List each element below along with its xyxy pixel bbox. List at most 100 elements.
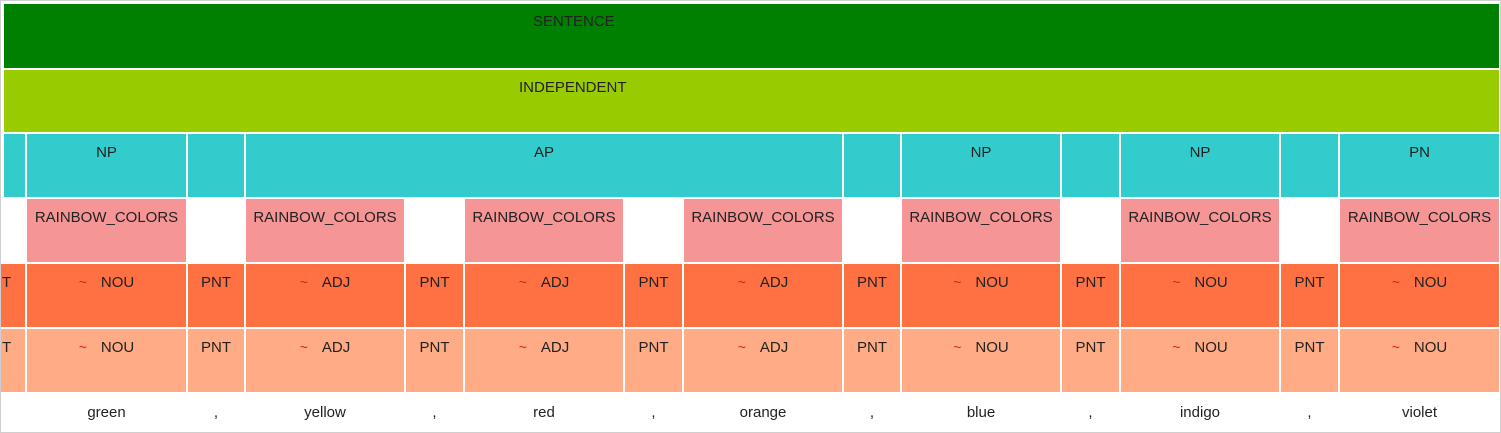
cell-label: PNT xyxy=(1294,339,1325,356)
tilde-icon: ~ xyxy=(78,274,87,290)
cell-label: SENTENCE xyxy=(533,13,615,30)
tilde-icon: ~ xyxy=(737,274,746,290)
cell-label: PNT xyxy=(1294,274,1325,291)
word-token: yellow xyxy=(246,394,404,433)
semantic-tag: RAINBOW_COLORS xyxy=(684,199,842,262)
phrase-node: PN xyxy=(1340,134,1499,197)
word-token: , xyxy=(1281,394,1338,433)
pos-tag: ~ ADJ xyxy=(684,329,842,392)
pos-tag: PNT xyxy=(844,329,900,392)
cell-label: ADJ xyxy=(321,339,351,356)
pos-tag: ~ NOU xyxy=(1340,264,1499,327)
cell-label: red xyxy=(533,404,555,421)
word-token: , xyxy=(1062,394,1119,433)
pos-tag: ~ NOU xyxy=(1121,329,1279,392)
tilde-icon: ~ xyxy=(1172,274,1181,290)
cell-label: NOU xyxy=(975,339,1009,356)
pos-tag: PNT xyxy=(406,264,463,327)
tilde-icon: ~ xyxy=(78,339,87,355)
cell-label: PNT xyxy=(201,274,231,291)
pos-tag: ~ NOU xyxy=(27,329,186,392)
word-token: , xyxy=(625,394,682,433)
cell-label: PNT xyxy=(419,339,450,356)
cell-label: violet xyxy=(1401,404,1438,421)
pos-tag: ~ NOU xyxy=(27,264,186,327)
cell-label: RAINBOW_COLORS xyxy=(253,209,397,226)
word-token xyxy=(0,394,25,433)
tilde-icon: ~ xyxy=(299,339,308,355)
pos-tag: PNT xyxy=(188,264,244,327)
semantic-tag: RAINBOW_COLORS xyxy=(1121,199,1279,262)
pos-tag: ~ ADJ xyxy=(684,264,842,327)
semantic-tag xyxy=(1062,199,1119,262)
phrase-node xyxy=(4,134,25,197)
cell-label: PNT xyxy=(638,339,669,356)
tilde-icon: ~ xyxy=(953,339,962,355)
cell-label: PNT xyxy=(419,274,450,291)
cell-label: RAINBOW_COLORS xyxy=(472,209,616,226)
cell-label: NOU xyxy=(1413,274,1448,291)
tilde-icon: ~ xyxy=(737,339,746,355)
cell-label: PN xyxy=(1409,144,1430,161)
cell-label: green xyxy=(87,404,126,421)
sentence-node: SENTENCE xyxy=(4,4,1499,68)
tilde-icon: ~ xyxy=(1172,339,1181,355)
cell-label: indigo xyxy=(1179,404,1221,421)
pos-tag: PNT xyxy=(1062,329,1119,392)
cell-label: NOU xyxy=(100,339,135,356)
phrase-node: NP xyxy=(1121,134,1279,197)
cell-label: NP xyxy=(970,144,992,161)
semantic-tag: RAINBOW_COLORS xyxy=(465,199,623,262)
word-token: violet xyxy=(1340,394,1499,433)
phrase-node xyxy=(188,134,244,197)
cell-label: ADJ xyxy=(759,339,789,356)
cell-label: PNT xyxy=(638,274,669,291)
cell-label: NOU xyxy=(1194,339,1228,356)
pos-tag: PNT xyxy=(844,264,900,327)
phrase-node xyxy=(1062,134,1119,197)
cell-label: RAINBOW_COLORS xyxy=(34,209,179,226)
phrase-node xyxy=(1281,134,1338,197)
pos-tag: PNT xyxy=(1281,264,1338,327)
phrase-node: NP xyxy=(902,134,1060,197)
semantic-tag xyxy=(188,199,244,262)
clause-node: INDEPENDENT xyxy=(4,70,1499,132)
cell-label: , xyxy=(1088,404,1093,421)
pos-tag: ~ ADJ xyxy=(246,329,404,392)
cell-label: , xyxy=(432,404,437,421)
phrase-node: AP xyxy=(246,134,842,197)
semantic-tag: RAINBOW_COLORS xyxy=(246,199,404,262)
tilde-icon: ~ xyxy=(518,274,527,290)
phrase-node xyxy=(844,134,900,197)
semantic-tag: RAINBOW_COLORS xyxy=(27,199,186,262)
tilde-icon: ~ xyxy=(1391,339,1400,355)
pos-tag: PNT xyxy=(1062,264,1119,327)
cell-label: PNT xyxy=(857,339,887,356)
semantic-tag: RAINBOW_COLORS xyxy=(1340,199,1499,262)
cell-label: ADJ xyxy=(759,274,789,291)
word-token: orange xyxy=(684,394,842,433)
pos-tag: ~ NOU xyxy=(1121,264,1279,327)
tilde-icon: ~ xyxy=(299,274,308,290)
pos-tag: ~ ADJ xyxy=(465,329,623,392)
cell-label: NOU xyxy=(100,274,135,291)
pos-tag: T xyxy=(0,264,25,327)
cell-label: orange xyxy=(739,404,787,421)
word-token: indigo xyxy=(1121,394,1279,433)
pos-tag: PNT xyxy=(188,329,244,392)
pos-tag: ~ NOU xyxy=(902,329,1060,392)
semantic-tag: RAINBOW_COLORS xyxy=(902,199,1060,262)
cell-label: INDEPENDENT xyxy=(519,79,627,96)
cell-label: RAINBOW_COLORS xyxy=(909,209,1053,226)
cell-label: RAINBOW_COLORS xyxy=(1128,209,1272,226)
cell-label: NOU xyxy=(1194,274,1228,291)
word-token: red xyxy=(465,394,623,433)
semantic-tag xyxy=(1281,199,1338,262)
cell-label: PNT xyxy=(857,274,887,291)
pos-tag: T xyxy=(0,329,25,392)
cell-label: RAINBOW_COLORS xyxy=(1347,209,1492,226)
phrase-node: NP xyxy=(27,134,186,197)
cell-label: NOU xyxy=(975,274,1009,291)
cell-label: , xyxy=(1307,404,1312,421)
